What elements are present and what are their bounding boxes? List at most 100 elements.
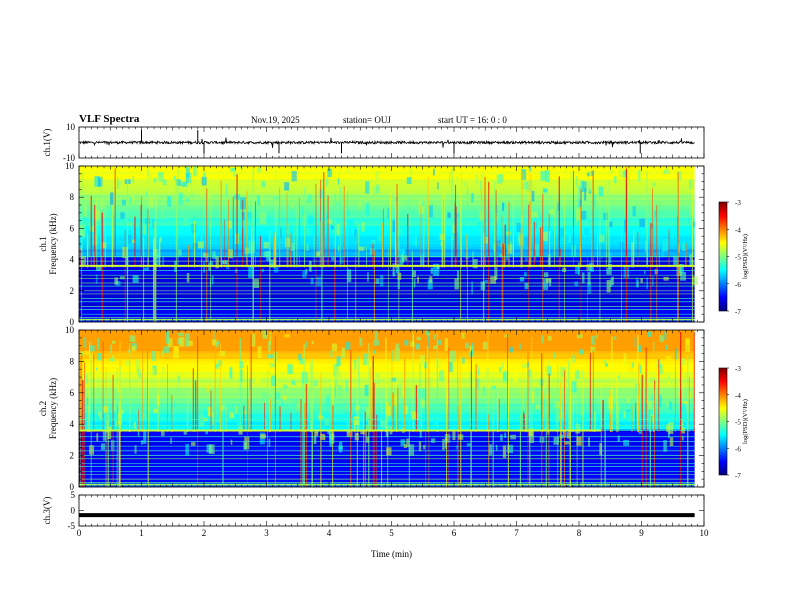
spectrogram-patch xyxy=(341,347,346,358)
y-tick-label: 0 xyxy=(70,317,75,327)
spectrogram-band xyxy=(79,220,695,224)
spectrogram-band xyxy=(79,392,695,396)
spectrogram-patch xyxy=(340,251,344,264)
colorbar-gradient xyxy=(718,367,728,476)
spectrogram-patch xyxy=(560,227,565,237)
spectrogram-band xyxy=(79,166,695,169)
x-tick-label: 2 xyxy=(202,528,207,538)
spectrogram-patch xyxy=(676,171,682,180)
spectrogram-band xyxy=(79,471,695,475)
spectrogram-patch xyxy=(521,169,527,181)
spectrogram-patch xyxy=(575,370,580,379)
spectrogram-patch xyxy=(601,249,603,259)
spectrogram-patch xyxy=(592,170,596,175)
spectrogram-patch xyxy=(326,219,333,224)
spectrogram-patch xyxy=(282,397,284,407)
spectrogram-patch xyxy=(449,350,456,362)
spectrogram-patch xyxy=(508,347,514,353)
spectrogram-patch xyxy=(432,168,435,176)
spectrogram-patch xyxy=(656,365,658,377)
spectrogram-patch xyxy=(542,188,547,193)
spectrogram-patch xyxy=(447,212,451,219)
colorbar-tick-label: -6 xyxy=(735,281,741,289)
spectrogram-patch xyxy=(681,242,687,252)
spectrogram-patch xyxy=(301,206,306,216)
spectrogram-patch xyxy=(98,199,105,209)
spectrogram-patch xyxy=(483,385,485,395)
x-tick-label: 4 xyxy=(327,528,332,538)
spectrogram-patch xyxy=(504,432,507,439)
spectrogram-patch xyxy=(505,231,511,236)
spectrogram-patch xyxy=(158,172,164,182)
spectrogram-patch xyxy=(518,388,522,395)
spectrogram-patch xyxy=(330,350,333,358)
spectrogram-band xyxy=(79,377,695,381)
spectrogram-band xyxy=(79,421,695,425)
spectrogram-band xyxy=(79,458,695,462)
spectrogram-patch xyxy=(423,444,426,450)
spectrogram-band xyxy=(79,262,695,266)
spectrogram-patch xyxy=(562,424,566,434)
spectrogram-patch xyxy=(113,399,116,412)
spectrogram-patch xyxy=(469,370,471,384)
spectrogram-patch xyxy=(280,227,282,239)
spectrogram-patch xyxy=(134,222,139,228)
spectrogram-patch xyxy=(541,335,544,344)
spectrogram-patch xyxy=(605,418,611,424)
spectrogram-band xyxy=(79,473,695,477)
spectrogram-patch xyxy=(94,209,101,221)
spectrogram-patch xyxy=(488,444,493,455)
spectrogram-patch xyxy=(433,219,437,224)
spectrogram-patch xyxy=(645,241,647,252)
spectrogram-patch xyxy=(406,177,412,185)
spectrogram-patch xyxy=(310,277,314,285)
spectrogram-band xyxy=(79,181,695,185)
spectrogram-patch xyxy=(216,418,221,423)
spectrogram-patch xyxy=(287,364,293,374)
spectrogram-patch xyxy=(593,194,596,207)
spectrogram-patch xyxy=(483,236,489,244)
spectrogram-patch xyxy=(664,331,667,341)
spectrogram-patch xyxy=(410,341,415,347)
spectrogram-patch xyxy=(484,190,491,195)
spectrogram-patch xyxy=(315,276,322,286)
spectrogram-band xyxy=(79,309,695,312)
spectrogram-patch xyxy=(651,414,655,423)
spectrogram-patch xyxy=(680,402,686,414)
spectrogram-patch xyxy=(558,409,560,421)
colorbar-gradient xyxy=(718,201,728,312)
spectrogram-patch xyxy=(638,170,641,182)
spectrogram-patch xyxy=(429,276,433,283)
spectrogram-patch xyxy=(662,239,668,252)
spectrogram-patch xyxy=(365,436,370,443)
spectrogram-patch xyxy=(325,178,329,187)
spectrogram-patch xyxy=(529,166,532,172)
spectrogram-patch xyxy=(87,230,91,237)
spectrogram-patch xyxy=(117,177,119,190)
spectrogram-patch xyxy=(259,211,266,224)
spectrogram-patch xyxy=(583,228,590,236)
spectrogram-patch xyxy=(668,422,674,434)
spectrogram-patch xyxy=(208,444,215,454)
spectrogram-patch xyxy=(659,394,662,407)
spectrogram-patch xyxy=(502,371,507,382)
spectrogram-patch xyxy=(306,244,309,251)
spectrogram-patch xyxy=(574,281,579,287)
spectrogram-patch xyxy=(131,346,136,352)
spectrogram-patch xyxy=(265,221,268,226)
spectrogram-patch xyxy=(588,262,594,272)
spectrogram-patch xyxy=(102,429,107,441)
spectrogram-patch xyxy=(193,215,195,222)
spectrogram-patch xyxy=(142,413,147,420)
spectrogram-patch xyxy=(665,355,672,360)
spectrogram-patch xyxy=(306,194,313,204)
spectrogram-band xyxy=(79,246,695,250)
spectrogram-patch xyxy=(495,240,501,251)
spectrogram-patch xyxy=(179,337,185,347)
spectrogram-band xyxy=(79,215,695,219)
spectrogram-patch xyxy=(524,272,528,277)
spectrogram-patch xyxy=(495,216,499,221)
spectrogram-patch xyxy=(96,367,98,371)
spectrogram-patch xyxy=(292,398,297,404)
